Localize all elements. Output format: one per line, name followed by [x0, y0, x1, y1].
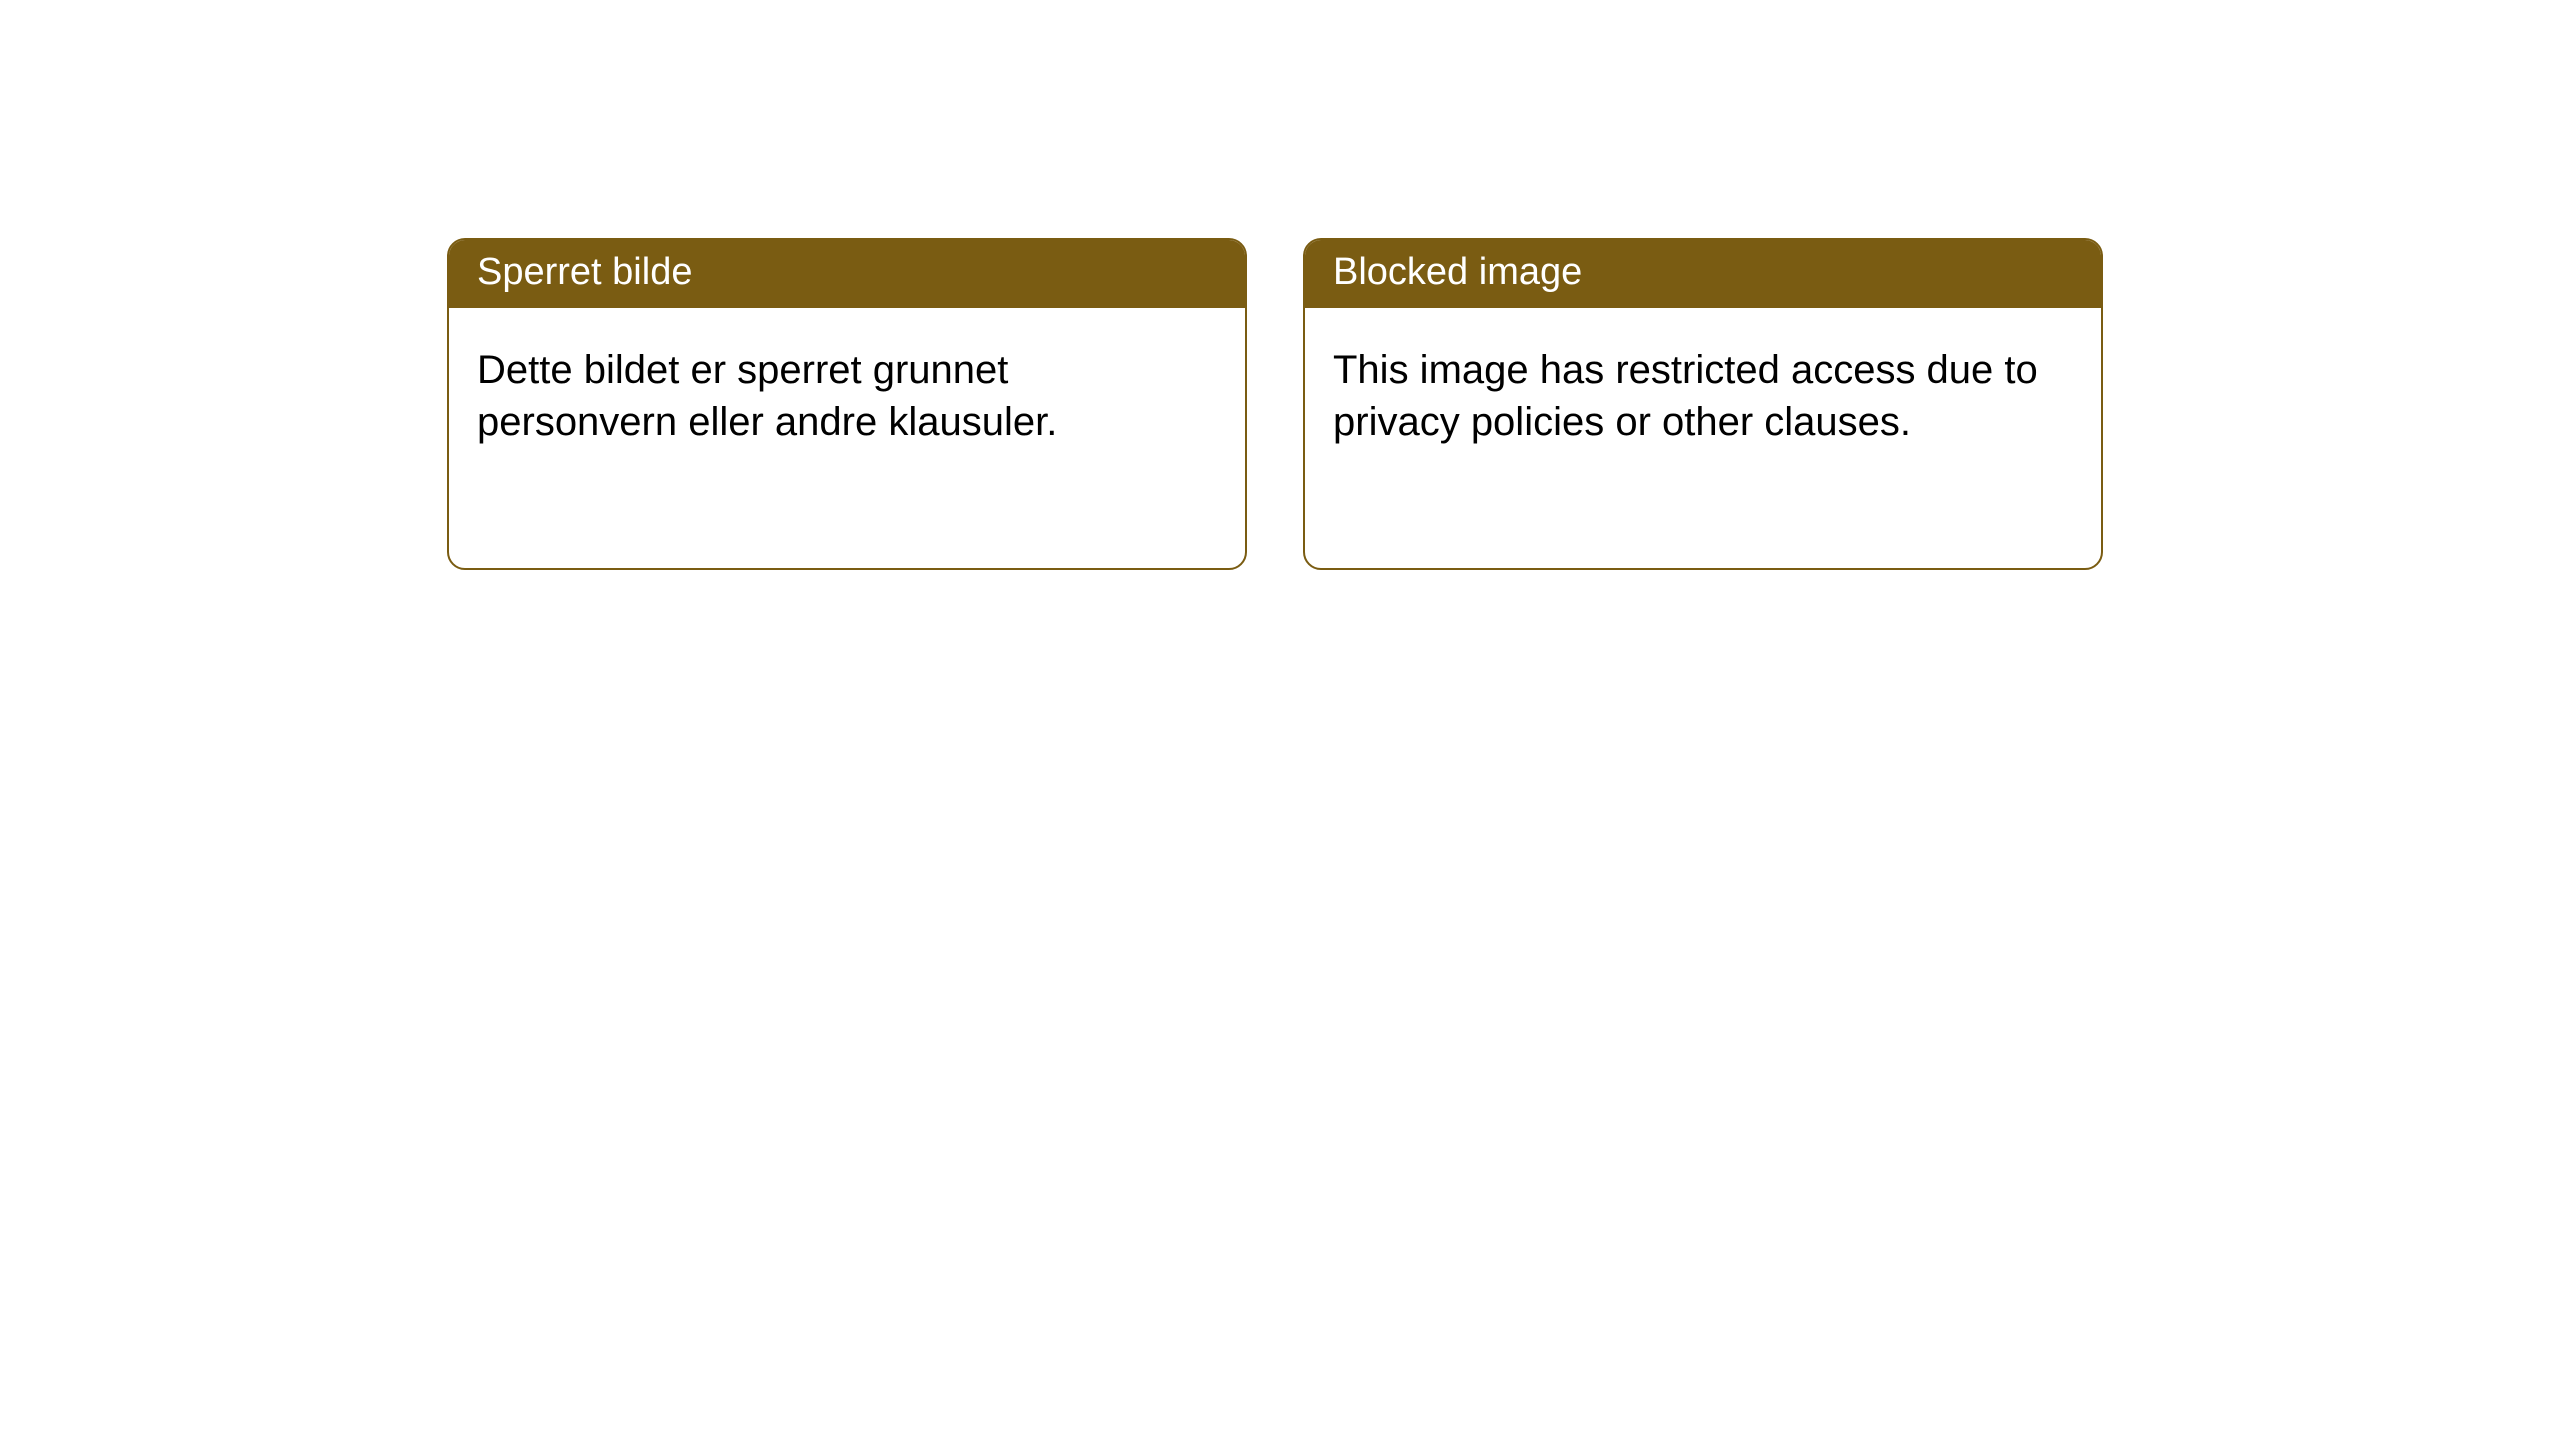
card-body: This image has restricted access due to … — [1305, 308, 2101, 486]
notice-card-english: Blocked image This image has restricted … — [1303, 238, 2103, 570]
notice-cards-container: Sperret bilde Dette bildet er sperret gr… — [0, 0, 2560, 570]
card-body: Dette bildet er sperret grunnet personve… — [449, 308, 1245, 486]
card-header: Blocked image — [1305, 240, 2101, 308]
card-header: Sperret bilde — [449, 240, 1245, 308]
notice-card-norwegian: Sperret bilde Dette bildet er sperret gr… — [447, 238, 1247, 570]
